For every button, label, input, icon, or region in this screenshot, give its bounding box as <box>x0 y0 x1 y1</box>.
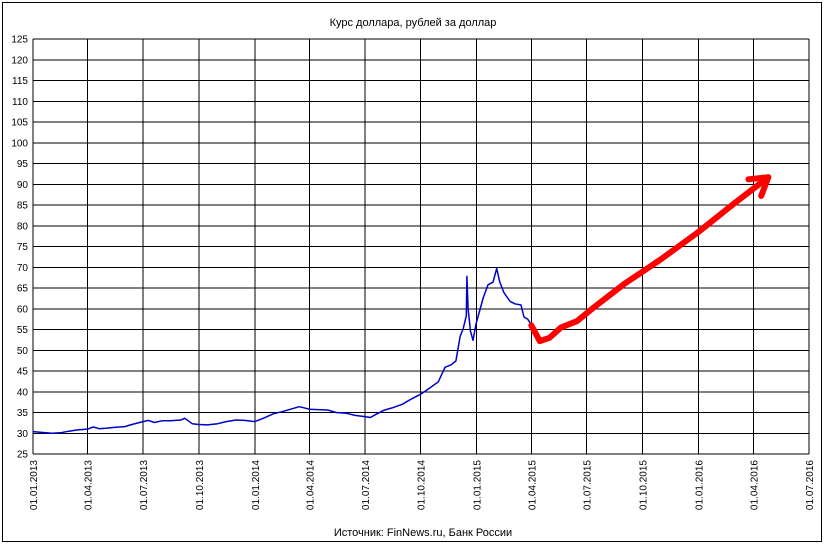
x-tick-label: 01.10.2013 <box>195 460 206 510</box>
forecast-arrow-line <box>528 174 772 345</box>
forecast-arrowhead <box>745 174 772 199</box>
x-tick-label: 01.04.2016 <box>750 460 761 510</box>
y-tick-label: 110 <box>12 97 28 108</box>
x-tick-label: 01.01.2015 <box>473 460 484 510</box>
x-tick-label: 01.07.2016 <box>805 460 816 510</box>
x-tick-label: 01.01.2013 <box>29 460 40 510</box>
y-tick-label: 115 <box>12 76 28 87</box>
y-tick-label: 45 <box>17 367 29 378</box>
x-tick-label: 01.07.2013 <box>139 460 150 510</box>
chart-source-note: Источник: FinNews.ru, Банк России <box>334 527 512 539</box>
y-tick-label: 50 <box>17 346 29 357</box>
y-tick-label: 70 <box>17 263 29 274</box>
chart-series <box>32 174 772 435</box>
usd-rub-rate-line <box>32 267 532 435</box>
x-tick-label: 01.07.2015 <box>583 460 594 510</box>
y-tick-label: 95 <box>17 159 29 170</box>
usd-rub-line-chart: Курс доллара, рублей за доллар 25 30 35 40 4… <box>11 17 816 539</box>
x-tick-label: 01.10.2015 <box>638 460 649 510</box>
y-tick-label: 25 <box>17 450 29 461</box>
x-tick-label: 01.01.2016 <box>694 460 705 510</box>
x-axis-tick-labels: 01.01.2013 01.04.2013 01.07.2013 01.10.2013… <box>29 460 816 510</box>
y-tick-label: 35 <box>17 408 29 419</box>
x-tick-label: 01.01.2014 <box>251 460 262 510</box>
y-tick-label: 65 <box>17 284 29 295</box>
x-tick-label: 01.04.2013 <box>84 460 95 510</box>
y-tick-label: 90 <box>17 180 29 191</box>
y-axis-tick-labels: 25 30 35 40 45 50 55 60 65 70 75 80 85 90 95 100 105 110 1… <box>11 35 28 461</box>
y-tick-label: 30 <box>17 429 29 440</box>
y-tick-label: 55 <box>17 325 29 336</box>
y-tick-label: 40 <box>17 387 29 398</box>
y-tick-label: 125 <box>11 35 28 46</box>
y-tick-label: 75 <box>17 242 29 253</box>
y-tick-label: 85 <box>17 201 29 212</box>
x-tick-label: 01.10.2014 <box>417 460 428 510</box>
x-tick-label: 01.07.2014 <box>361 460 372 510</box>
y-tick-label: 80 <box>17 221 29 232</box>
y-tick-label: 100 <box>11 138 28 149</box>
x-tick-label: 01.04.2015 <box>527 460 538 510</box>
chart-grid <box>32 38 810 455</box>
y-tick-label: 60 <box>17 304 29 315</box>
chart-title: Курс доллара, рублей за доллар <box>330 17 497 29</box>
x-tick-label: 01.04.2014 <box>305 460 316 510</box>
y-tick-label: 120 <box>11 55 28 66</box>
y-tick-label: 105 <box>11 118 28 129</box>
